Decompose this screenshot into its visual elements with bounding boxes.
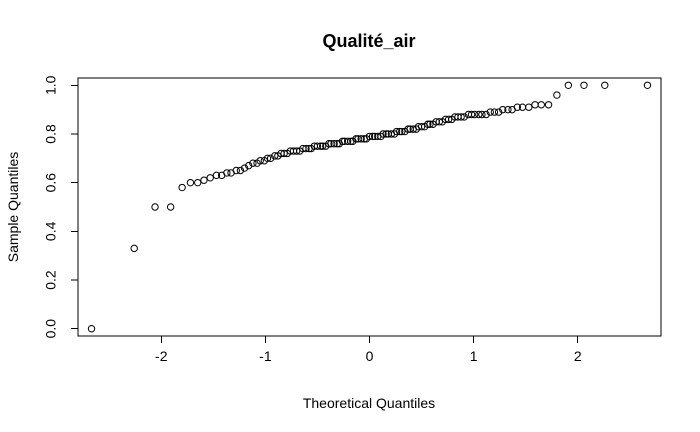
y-tick-label: 0.8 (43, 124, 59, 144)
data-point (236, 166, 245, 175)
data-point (467, 110, 476, 119)
data-point (513, 103, 522, 111)
x-tick-label: 1 (470, 348, 478, 364)
data-point (318, 142, 327, 150)
data-point (426, 120, 434, 128)
data-point (271, 152, 279, 160)
plot-frame (77, 77, 662, 337)
x-tick-label: -2 (155, 348, 168, 364)
data-point (325, 140, 333, 148)
data-point (475, 110, 483, 119)
data-point (352, 135, 360, 143)
data-point (200, 176, 208, 184)
data-point (232, 166, 240, 175)
data-point (398, 127, 406, 136)
data-point (316, 142, 325, 150)
data-point (166, 203, 175, 211)
data-point (482, 110, 490, 119)
data-point (263, 154, 272, 163)
data-point (280, 149, 288, 158)
data-point (313, 142, 322, 150)
data-point (382, 130, 390, 138)
data-point (266, 154, 275, 163)
data-point (435, 118, 443, 126)
data-point (194, 178, 202, 187)
data-point (302, 144, 310, 153)
data-point (186, 178, 195, 187)
data-point (478, 110, 486, 119)
data-point (404, 125, 412, 133)
data-point (537, 101, 545, 109)
data-point (392, 127, 401, 136)
data-point (365, 132, 374, 141)
data-point (643, 81, 652, 90)
data-point (424, 120, 432, 128)
data-point (460, 113, 468, 121)
data-points (87, 81, 652, 333)
data-point (368, 132, 377, 141)
chart-title: Qualité_air (322, 31, 415, 51)
y-tick-label: 1.0 (43, 75, 59, 95)
data-point (343, 137, 352, 145)
data-point (486, 108, 494, 116)
data-point (490, 108, 499, 116)
y-tick-label: 0.6 (43, 173, 59, 193)
y-tick-label: 0.2 (43, 270, 59, 290)
data-point (245, 161, 253, 170)
x-tick-label: -1 (259, 348, 272, 364)
data-point (292, 147, 301, 155)
data-point (379, 130, 387, 138)
x-axis-label: Theoretical Quantiles (303, 395, 435, 411)
data-point (178, 183, 186, 192)
data-point (338, 137, 347, 145)
data-point (417, 122, 426, 131)
data-point (206, 174, 214, 182)
data-point (212, 171, 221, 180)
data-point (151, 203, 159, 211)
data-point (470, 110, 479, 119)
x-axis: -2 -1 0 1 2 (155, 335, 582, 364)
data-point (256, 157, 264, 165)
data-point (330, 140, 338, 148)
data-point (553, 91, 561, 99)
data-point (525, 103, 533, 111)
data-point (444, 115, 453, 124)
data-point (357, 135, 365, 143)
y-axis: 0.0 0.2 0.4 0.6 0.8 1.0 (43, 75, 79, 339)
data-point (504, 105, 512, 114)
data-point (457, 113, 465, 121)
x-tick-label: 2 (574, 348, 582, 364)
data-point (544, 101, 553, 109)
data-point (580, 81, 588, 90)
data-point (249, 159, 257, 167)
data-point (531, 101, 539, 109)
data-point (601, 81, 609, 90)
y-tick-label: 0.4 (43, 221, 59, 241)
x-tick-label: 0 (366, 348, 374, 364)
data-point (130, 244, 138, 253)
data-point (564, 81, 573, 90)
data-point (395, 127, 404, 136)
y-axis-label: Sample Quantiles (5, 152, 21, 263)
data-point (499, 105, 507, 114)
data-point (240, 164, 249, 172)
data-point (87, 324, 96, 333)
y-tick-label: 0.0 (43, 319, 59, 339)
data-point (223, 169, 231, 177)
data-point (494, 108, 503, 116)
